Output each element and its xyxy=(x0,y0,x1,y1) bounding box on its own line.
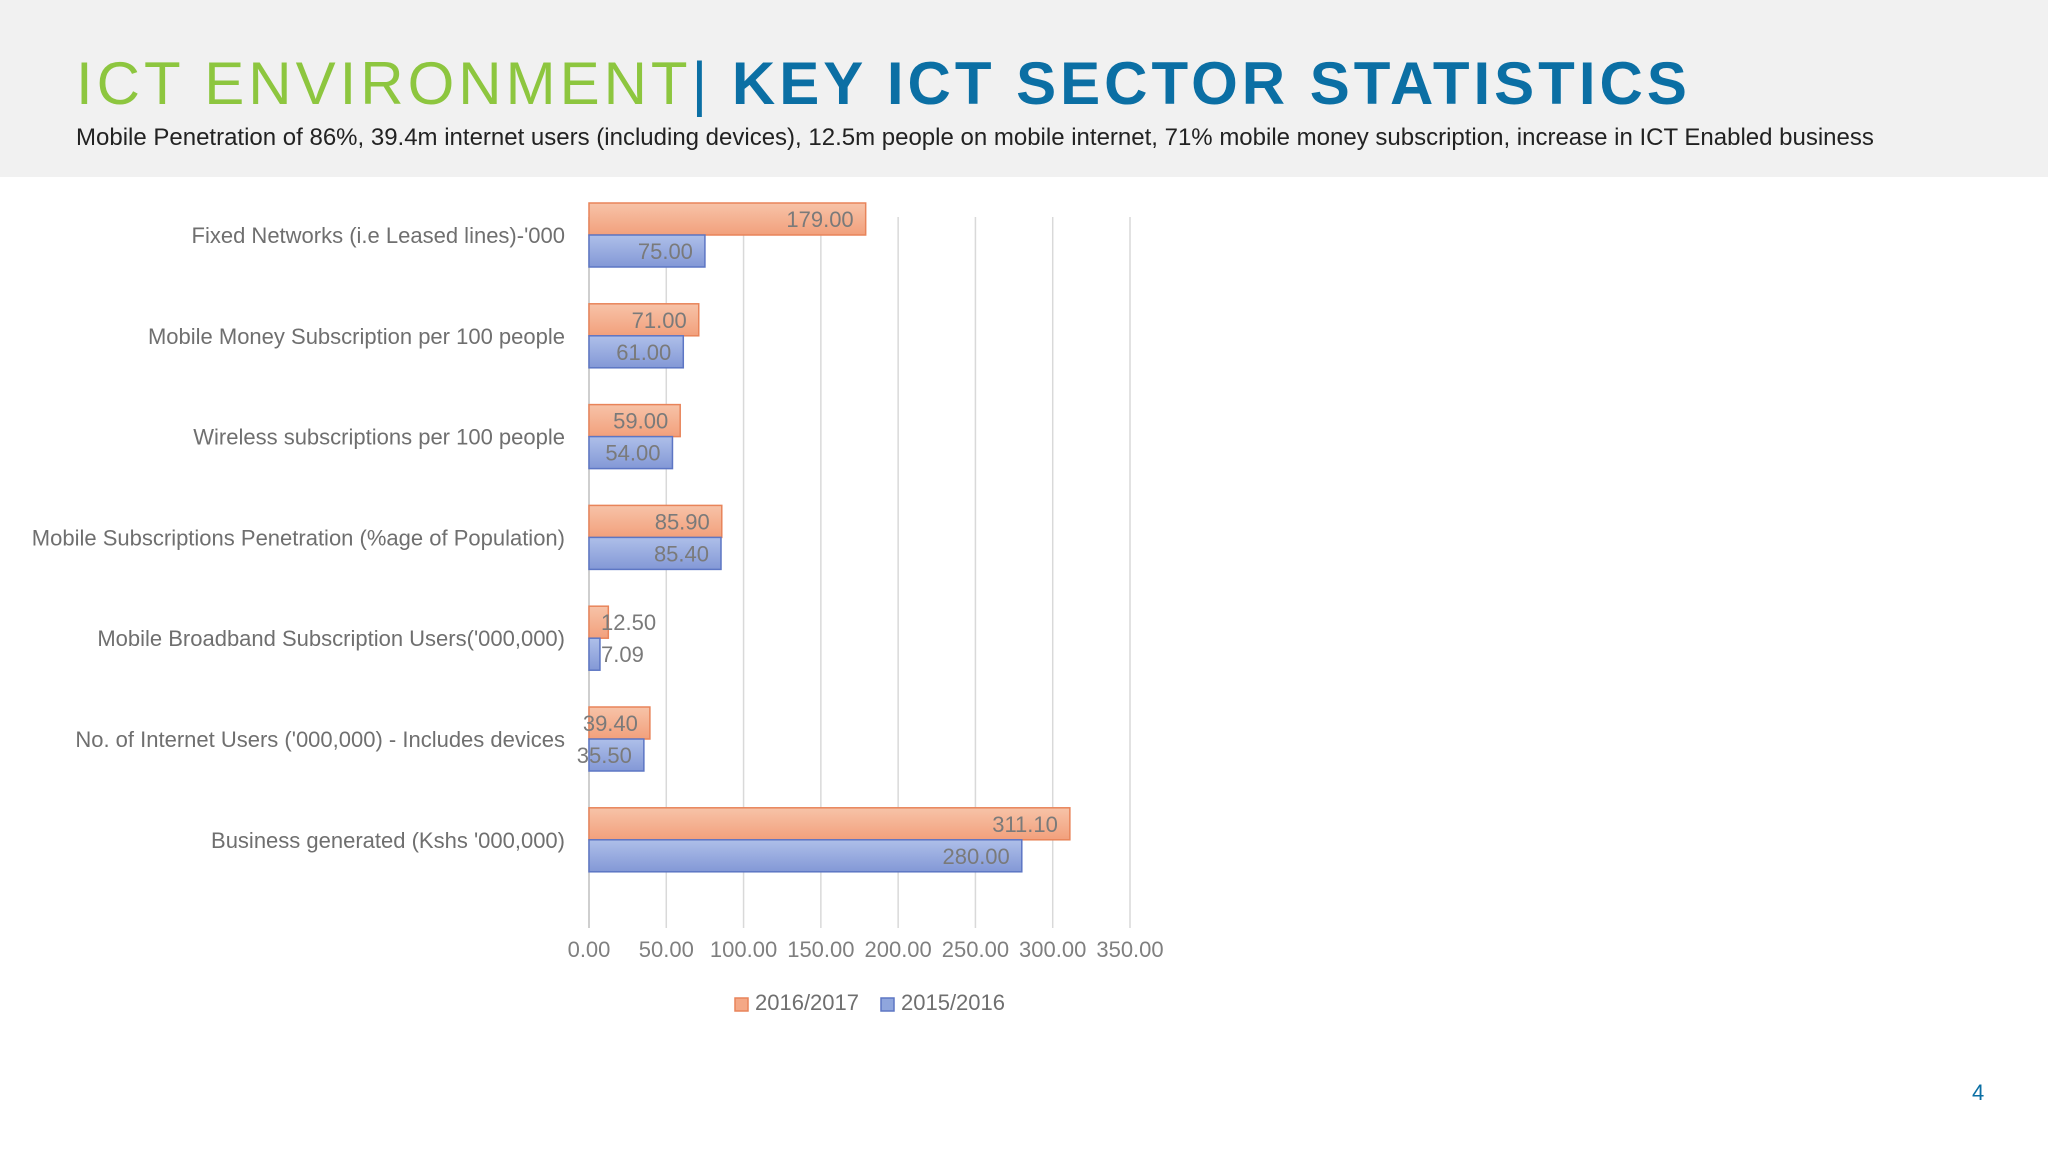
page-title: ICT ENVIRONMENT| KEY ICT SECTOR STATISTI… xyxy=(76,46,1691,122)
bar-2015-2016 xyxy=(588,435,674,470)
category-label: Wireless subscriptions per 100 people xyxy=(193,425,565,450)
x-tick-label: 300.00 xyxy=(1019,937,1086,962)
x-tick-label: 50.00 xyxy=(639,937,694,962)
title-part-environment: ICT ENVIRONMENT xyxy=(76,50,692,117)
bar-2015-2016 xyxy=(588,738,645,772)
data-label: 59.00 xyxy=(613,409,668,434)
bar-2015-2016 xyxy=(588,335,685,369)
x-tick-label: 0.00 xyxy=(568,937,611,962)
bar-2016-2017 xyxy=(588,202,867,236)
legend-swatch xyxy=(734,997,749,1012)
data-label: 311.10 xyxy=(992,812,1058,837)
page-number: 4 xyxy=(1972,1080,1985,1105)
data-label: 35.50 xyxy=(577,743,632,768)
labels: 0.00 50.00 100.00 150.00 200.00 250.00 300.00 3… xyxy=(32,207,1164,962)
bar-2015-2016 xyxy=(588,637,601,671)
chart-area: 0.00 50.00 100.00 150.00 200.00 250.00 300.00 3… xyxy=(0,177,2048,1152)
x-tick-label: 100.00 xyxy=(710,937,777,962)
data-label: 85.40 xyxy=(654,541,709,566)
data-label: 12.50 xyxy=(601,610,656,635)
category-label: Mobile Subscriptions Penetration (%age o… xyxy=(32,525,565,550)
x-tick-label: 350.00 xyxy=(1096,937,1163,962)
legend-swatch xyxy=(880,997,895,1012)
data-label: 71.00 xyxy=(632,308,687,333)
page-subtitle: Mobile Penetration of 86%, 39.4m interne… xyxy=(76,124,1874,151)
bar-2016-2017 xyxy=(588,807,1071,841)
data-label: 75.00 xyxy=(638,239,693,264)
data-label: 61.00 xyxy=(616,340,671,365)
x-tick-label: 200.00 xyxy=(864,937,931,962)
bar-2015-2016 xyxy=(588,839,1023,873)
bar-2016-2017 xyxy=(588,706,651,740)
legend-label: 2016/2017 xyxy=(755,990,859,1015)
header-band: ICT ENVIRONMENT| KEY ICT SECTOR STATISTI… xyxy=(0,0,2048,177)
category-label: No. of Internet Users ('000,000) - Inclu… xyxy=(75,727,565,752)
x-tick-label: 250.00 xyxy=(942,937,1009,962)
data-label: 179.00 xyxy=(786,207,853,232)
bar-2016-2017 xyxy=(588,303,700,337)
category-label: Mobile Broadband Subscription Users('000… xyxy=(97,626,565,651)
category-label: Mobile Money Subscription per 100 people xyxy=(148,324,565,349)
bar-2015-2016 xyxy=(588,536,722,571)
title-part-statistics: KEY ICT SECTOR STATISTICS xyxy=(731,50,1691,117)
data-label: 39.40 xyxy=(583,711,638,736)
data-label: 85.90 xyxy=(655,509,710,534)
legend: 2016/2017 2015/2016 xyxy=(734,990,1005,1015)
data-label: 54.00 xyxy=(605,441,660,466)
legend-label: 2015/2016 xyxy=(901,990,1005,1015)
category-label: Business generated (Kshs '000,000) xyxy=(211,828,565,853)
x-tick-label: 150.00 xyxy=(787,937,854,962)
bars xyxy=(588,202,1071,873)
data-label: 280.00 xyxy=(942,844,1009,869)
data-label: 7.09 xyxy=(601,642,644,667)
title-separator: | xyxy=(691,50,732,117)
category-label: Fixed Networks (i.e Leased lines)-'000 xyxy=(192,223,565,248)
bar-2015-2016 xyxy=(588,234,706,268)
bar-2016-2017 xyxy=(588,504,723,539)
bar-chart: 0.00 50.00 100.00 150.00 200.00 250.00 300.00 3… xyxy=(32,202,1164,1015)
